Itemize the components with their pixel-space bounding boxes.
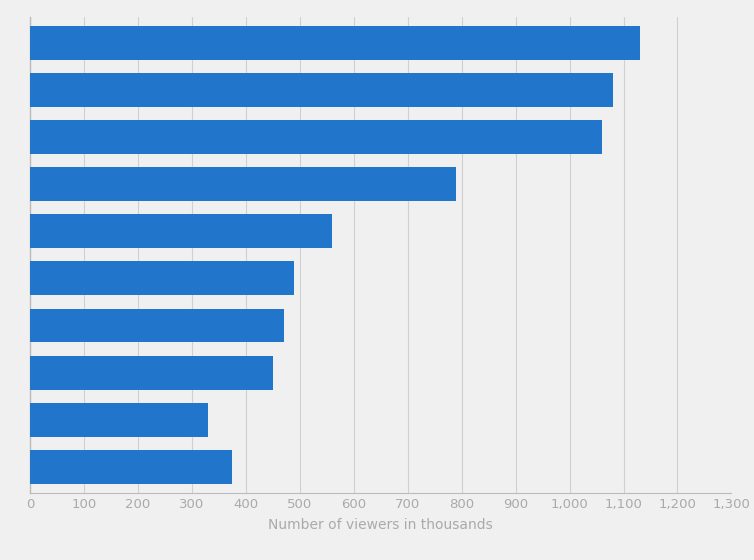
Bar bbox=[30, 73, 613, 107]
Bar bbox=[30, 214, 333, 248]
Bar bbox=[30, 309, 284, 343]
Bar bbox=[30, 167, 456, 201]
Bar bbox=[30, 403, 208, 437]
X-axis label: Number of viewers in thousands: Number of viewers in thousands bbox=[268, 519, 493, 533]
Bar bbox=[30, 262, 295, 295]
Bar bbox=[30, 450, 232, 484]
Bar bbox=[30, 356, 273, 390]
Bar bbox=[30, 120, 602, 154]
Bar bbox=[30, 26, 639, 60]
